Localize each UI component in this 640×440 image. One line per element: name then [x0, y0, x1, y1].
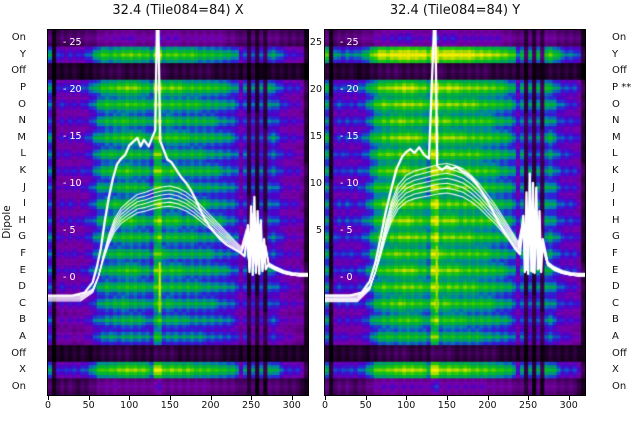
dipole-label-left: H: [18, 214, 26, 226]
dipole-label-right: On: [612, 380, 627, 392]
dipole-label-right: J: [612, 181, 615, 193]
gap-value-tick-label: 20: [309, 84, 322, 96]
x-tick-mark: [169, 396, 171, 400]
dipole-label-left: Y: [19, 48, 26, 60]
inner-value-tick-label: - 20: [63, 84, 82, 96]
x-tick-mark: [487, 396, 489, 400]
left-panel-title: 32.4 (Tile084=84) X: [112, 3, 244, 18]
dipole-label-left: On: [11, 32, 26, 44]
heatmap-panel-y: [324, 29, 586, 396]
x-tick-label: 300: [559, 400, 578, 411]
x-tick-label: 300: [282, 400, 301, 411]
inner-value-tick-label: - 25: [63, 37, 82, 49]
x-tick-label: 250: [242, 400, 261, 411]
gap-value-tick-label: 25: [309, 37, 322, 49]
dipole-label-left: D: [18, 281, 26, 293]
inner-value-tick-label: - 0: [63, 271, 76, 283]
dipole-label-right: E: [612, 264, 619, 276]
dipole-label-right: L: [612, 148, 618, 160]
dipole-label-left: X: [19, 364, 26, 376]
dipole-label-left: N: [18, 115, 26, 127]
dipole-label-left: L: [20, 148, 26, 160]
dipole-label-left: M: [17, 131, 26, 143]
right-panel-title: 32.4 (Tile084=84) Y: [389, 3, 521, 18]
gap-value-tick-label: 10: [309, 177, 322, 189]
inner-value-tick-label: - 15: [340, 131, 359, 143]
dipole-label-right: X: [612, 364, 619, 376]
inner-value-tick-label: - 5: [340, 224, 353, 236]
x-tick-mark: [129, 396, 131, 400]
gap-value-tick-label: 15: [309, 131, 322, 143]
dipole-label-left: P: [19, 82, 26, 94]
x-tick-mark: [210, 396, 212, 400]
inner-value-tick-label: - 15: [63, 131, 82, 143]
dipole-label-right: N: [612, 115, 620, 127]
dipole-label-left: J: [23, 181, 26, 193]
x-tick-label: 50: [82, 400, 95, 411]
dipole-label-left: B: [19, 314, 26, 326]
x-tick-label: 150: [437, 400, 456, 411]
heatmap-panel-x: [47, 29, 309, 396]
x-tick-mark: [325, 396, 326, 400]
dipole-label-right: M: [612, 131, 621, 143]
dipole-label-right: G: [612, 231, 620, 243]
x-tick-mark: [251, 396, 253, 400]
x-tick-label: 200: [201, 400, 220, 411]
dipole-label-right: H: [612, 214, 620, 226]
dipole-label-right: On: [612, 32, 627, 44]
dipole-label-left: Off: [11, 347, 26, 359]
inner-value-tick-label: - 25: [340, 37, 359, 49]
dipole-label-right: A: [612, 330, 619, 342]
dipole-label-right: Off: [612, 65, 627, 77]
dipole-label-right: Off: [612, 347, 627, 359]
x-tick-mark: [406, 396, 408, 400]
inner-value-tick-label: - 0: [340, 271, 353, 283]
dipole-label-right: K: [612, 165, 619, 177]
dipole-label-right: Y: [612, 48, 619, 60]
x-tick-label: 200: [478, 400, 497, 411]
dipole-label-right: D: [612, 281, 620, 293]
dipole-label-left: O: [18, 98, 26, 110]
x-tick-mark: [568, 396, 570, 400]
x-tick-label: 250: [519, 400, 538, 411]
dipole-label-left: On: [11, 380, 26, 392]
dipole-label-right: C: [612, 297, 619, 309]
inner-value-tick-label: - 20: [340, 84, 359, 96]
x-tick-label: 0: [44, 400, 52, 411]
dipole-label-left: Off: [11, 65, 26, 77]
x-tick-mark: [48, 396, 49, 400]
dipole-label-right: O: [612, 98, 620, 110]
inner-value-tick-label: - 10: [340, 177, 359, 189]
dipole-label-left: C: [19, 297, 26, 309]
inner-value-tick-label: - 5: [63, 224, 76, 236]
x-tick-label: 0: [321, 400, 329, 411]
x-tick-mark: [88, 396, 90, 400]
x-tick-mark: [446, 396, 448, 400]
dipole-label-right: B: [612, 314, 619, 326]
dipole-label-left: E: [19, 264, 26, 276]
x-tick-label: 100: [120, 400, 139, 411]
dipole-label-left: G: [18, 231, 26, 243]
x-tick-mark: [291, 396, 293, 400]
dipole-label-left: I: [23, 198, 26, 210]
x-tick-label: 150: [160, 400, 179, 411]
inner-value-tick-label: - 10: [63, 177, 82, 189]
dipole-label-left: A: [19, 330, 26, 342]
gap-value-tick-label: 5: [315, 224, 322, 236]
dipole-label-right: I: [612, 198, 615, 210]
x-tick-label: 50: [359, 400, 372, 411]
x-tick-mark: [365, 396, 367, 400]
dipole-label-right: F: [612, 247, 618, 259]
x-tick-label: 100: [397, 400, 416, 411]
x-tick-mark: [528, 396, 530, 400]
dipole-label-left: K: [19, 165, 26, 177]
dipole-label-right: P **: [612, 82, 632, 94]
dipole-label-left: F: [20, 247, 26, 259]
